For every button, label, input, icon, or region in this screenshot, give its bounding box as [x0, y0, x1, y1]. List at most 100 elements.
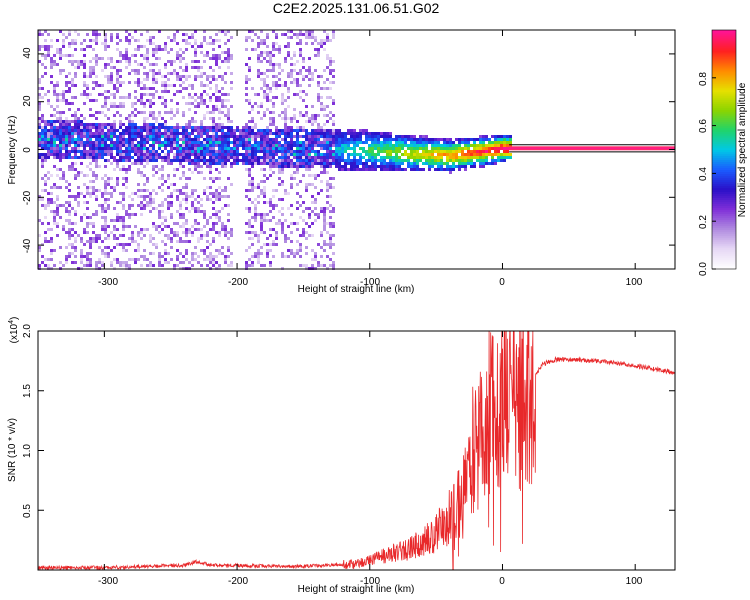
spectrogram-cell	[398, 165, 401, 168]
spectrogram-cell	[296, 249, 299, 252]
spectrogram-cell	[401, 153, 404, 156]
spectrogram-cell	[218, 57, 221, 60]
spectrogram-cell	[215, 141, 218, 144]
spectrogram-cell	[74, 117, 77, 120]
spectrogram-cell	[155, 51, 158, 54]
spectrogram-cell	[131, 54, 134, 57]
spectrogram-cell	[275, 237, 278, 240]
spectrogram-cell	[284, 165, 287, 168]
spectrogram-cell	[494, 150, 497, 153]
spectrogram-cell	[86, 45, 89, 48]
spectrogram-cell	[308, 144, 311, 147]
colorbar-step	[712, 247, 736, 250]
spectrogram-cell	[152, 78, 155, 81]
spectrogram-cell	[179, 207, 182, 210]
spectrogram-cell	[362, 165, 365, 168]
spectrogram-cell	[293, 255, 296, 258]
spectrogram-cell	[344, 138, 347, 141]
spectrogram-cell	[224, 141, 227, 144]
spectrogram-cell	[149, 150, 152, 153]
spectrogram-cell	[221, 132, 224, 135]
spectrogram-cell	[236, 153, 239, 156]
colorbar-frame	[711, 29, 737, 270]
colorbar-step	[712, 123, 736, 127]
spectrogram-cell	[38, 105, 41, 108]
spectrogram-cell	[215, 138, 218, 141]
spectrogram-cell	[119, 153, 122, 156]
spectrogram-cell	[122, 261, 125, 264]
spectrogram-cell	[62, 135, 65, 138]
spectrogram-cell	[224, 114, 227, 117]
spectrogram-cell	[185, 102, 188, 105]
spectrogram-cell	[107, 96, 110, 99]
spectrogram-cell	[170, 99, 173, 102]
spectrogram-cell	[251, 87, 254, 90]
spectrogram-cell	[296, 156, 299, 159]
spectrogram-cell	[371, 147, 374, 150]
spectrogram-cell	[446, 144, 449, 147]
spectrogram-cell	[104, 216, 107, 219]
spectrogram-cell	[41, 45, 44, 48]
spectrogram-cell	[191, 252, 194, 255]
spectrogram-cell	[227, 57, 230, 60]
colorbar-step	[712, 127, 736, 131]
spectrogram-cell	[173, 36, 176, 39]
spectrogram-cell	[104, 153, 107, 156]
spectrogram-cell	[161, 84, 164, 87]
spectrogram-cell	[152, 207, 155, 210]
spectrogram-cell	[320, 156, 323, 159]
spectrogram-cell	[353, 156, 356, 159]
spectrogram-cell	[311, 114, 314, 117]
spectrogram-cell	[254, 102, 257, 105]
spectrogram-cell	[269, 90, 272, 93]
spectrogram-cell	[149, 111, 152, 114]
spectrogram-cell	[251, 225, 254, 228]
spectrogram-cell	[248, 66, 251, 69]
spectrogram-cell	[200, 135, 203, 138]
spectrogram-cell	[215, 156, 218, 159]
spectrogram-cell	[164, 63, 167, 66]
spectrogram-cell	[311, 138, 314, 141]
spectrogram-cell	[206, 75, 209, 78]
spectrogram-cell	[302, 90, 305, 93]
spectrogram-cell	[182, 33, 185, 36]
spectrogram-cell	[257, 57, 260, 60]
spectrogram-cell	[146, 39, 149, 42]
spectrogram-cell	[287, 237, 290, 240]
spectrogram-cell	[200, 93, 203, 96]
spectrogram-cell	[215, 144, 218, 147]
spectrogram-cell	[44, 264, 47, 267]
spectrogram-cell	[296, 228, 299, 231]
spectrogram-cell	[119, 261, 122, 264]
colorbar-step	[712, 237, 736, 240]
spectrogram-cell	[107, 117, 110, 120]
spectrogram-cell	[299, 249, 302, 252]
spectrogram-cell	[302, 210, 305, 213]
spectrogram-cell	[86, 75, 89, 78]
spectrogram-cell	[164, 123, 167, 126]
spectrogram-cell	[227, 48, 230, 51]
spectrogram-cell	[215, 150, 218, 153]
spectrogram-cell	[305, 162, 308, 165]
spectrogram-cell	[230, 261, 233, 264]
spectrogram-cell	[86, 93, 89, 96]
spectrogram-cell	[173, 129, 176, 132]
spectrogram-cell	[140, 126, 143, 129]
spectrogram-cell	[74, 96, 77, 99]
spectrogram-cell	[284, 144, 287, 147]
spectrogram-cell	[140, 129, 143, 132]
spectrogram-cell	[50, 135, 53, 138]
spectrogram-cell	[329, 129, 332, 132]
spectrogram-cell	[143, 255, 146, 258]
spectrogram-cell	[227, 30, 230, 33]
spectrogram-cell	[227, 237, 230, 240]
spectrogram-cell	[236, 144, 239, 147]
spectrogram-cell	[209, 255, 212, 258]
spectrogram-cell	[164, 258, 167, 261]
spectrogram-cell	[137, 231, 140, 234]
spectrogram-cell	[299, 33, 302, 36]
spectrogram-cell	[164, 84, 167, 87]
spectrogram-cell	[230, 234, 233, 237]
spectrogram-cell	[95, 174, 98, 177]
spectrogram-cell	[221, 78, 224, 81]
